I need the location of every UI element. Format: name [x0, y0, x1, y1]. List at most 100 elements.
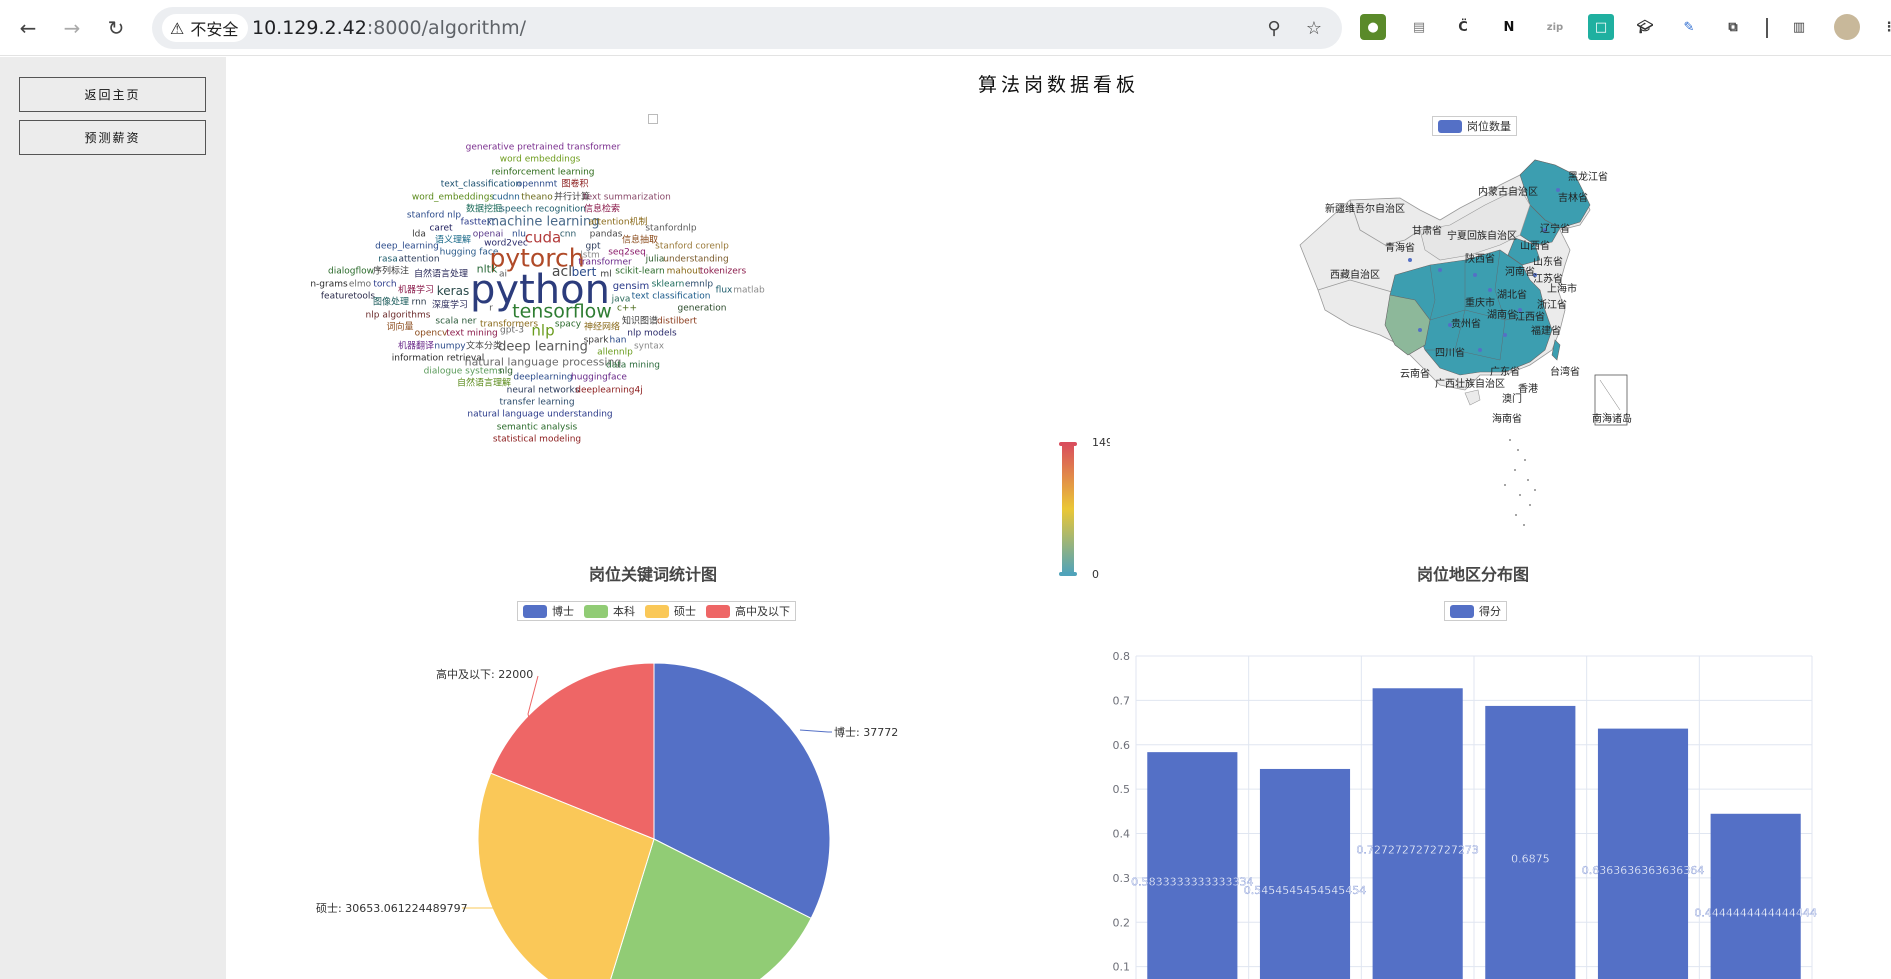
wordcloud-toolbox-icon[interactable]: [648, 114, 658, 124]
legend-label: 得分: [1479, 605, 1501, 618]
wordcloud-word: scikit-learn: [615, 266, 665, 277]
wordcloud-word: ai: [498, 269, 508, 280]
map-inner-mongolia[interactable]: [1419, 187, 1531, 261]
insecure-label: 不安全: [190, 20, 239, 39]
map-label: 江西省: [1515, 310, 1545, 323]
wordcloud-word: attention机制: [588, 217, 648, 228]
pie-slice-硕士[interactable]: [477, 772, 655, 979]
extension-plant-icon[interactable]: ●: [1360, 14, 1386, 40]
pie-label-master: 硕士: 30653.061224489797: [316, 902, 468, 915]
pie-label-phd: 博士: 37772: [834, 726, 898, 739]
wordcloud-word: seq2seq: [608, 247, 646, 258]
cx-extension-icon[interactable]: C̈: [1458, 19, 1468, 35]
china-map[interactable]: 黑龙江省 内蒙古自治区 吉林省 新疆维吾尔自治区 辽宁省 甘肃省 宁夏回族自治区…: [1290, 150, 1670, 550]
side-panel-icon[interactable]: ▥: [1792, 19, 1806, 35]
visualmap-max-label: 149: [1092, 436, 1110, 449]
map-taiwan[interactable]: [1551, 339, 1561, 361]
wordcloud-word: nltk: [476, 262, 498, 276]
home-button[interactable]: 返回主页: [19, 77, 206, 112]
wordcloud-word: spark: [583, 335, 609, 346]
bar-1[interactable]: [1259, 768, 1351, 979]
map-label: 海南省: [1492, 412, 1522, 425]
wordcloud-word: java: [611, 294, 631, 305]
document-icon[interactable]: ▤: [1412, 19, 1426, 35]
wordcloud-word: machine learning: [486, 214, 600, 230]
browser-toolbar: ← → ↻ ⚠ 不安全 10.129.2.42:8000/algorithm/ …: [0, 0, 1891, 56]
wordcloud-word: caret: [429, 223, 453, 234]
security-chip[interactable]: ⚠ 不安全: [162, 14, 249, 42]
wordcloud-word: text_classification: [440, 179, 522, 190]
sidebar: 返回主页 预测薪资: [0, 57, 226, 979]
bar-ytick-label: 0.5: [1113, 783, 1131, 796]
wordcloud-word: julia: [645, 254, 665, 265]
wordcloud-word: text mining: [446, 328, 498, 339]
pie-slice-本科[interactable]: [602, 838, 812, 979]
map-label: 广东省: [1490, 365, 1520, 378]
notion-icon[interactable]: N: [1503, 19, 1515, 35]
pie-legend[interactable]: 博士 本科 硕士 高中及以下: [517, 601, 796, 621]
pie-slice-高中及以下[interactable]: [490, 662, 655, 840]
map-liaoning[interactable]: [1507, 237, 1541, 266]
back-icon[interactable]: ←: [19, 16, 37, 40]
bar-2[interactable]: [1372, 688, 1463, 979]
wordcloud-word: ml: [600, 269, 612, 280]
wordcloud-word: 机器学习: [397, 285, 435, 296]
menu-icon[interactable]: ⋮: [1882, 19, 1891, 35]
wordcloud-word: lstm: [580, 250, 600, 261]
wordcloud-word: 知识图谱: [621, 316, 659, 327]
bar-0[interactable]: [1147, 752, 1238, 979]
bar-5[interactable]: [1710, 813, 1801, 979]
wordcloud-word: gpt: [585, 241, 601, 252]
wordcloud-word: lda: [412, 229, 426, 240]
wordcloud-word: opennmt: [516, 179, 558, 190]
wordcloud-word: 并行计算: [553, 192, 591, 203]
visualmap-bottom-handle[interactable]: [1059, 572, 1077, 576]
map-sichuan[interactable]: [1384, 294, 1431, 356]
address-bar[interactable]: ⚠ 不安全 10.129.2.42:8000/algorithm/ ⚲ ☆: [152, 7, 1342, 49]
zoom-icon[interactable]: ⚲: [1267, 17, 1281, 39]
puzzle-extensions-icon[interactable]: ⧉: [1728, 19, 1738, 35]
map-label: 香港: [1518, 383, 1538, 395]
map-label: 广西壮族自治区: [1435, 377, 1505, 390]
profile-avatar[interactable]: [1834, 14, 1860, 40]
legend-swatch: [1438, 119, 1462, 133]
wordcloud-word: gpt-3: [500, 325, 524, 336]
wordcloud-word: mahout: [666, 266, 702, 277]
pie-slice-博士[interactable]: [653, 662, 831, 920]
wordcloud-word: matlab: [733, 285, 765, 296]
visualmap-min-label: 0: [1092, 568, 1099, 581]
wordcloud-word: hugging face: [439, 247, 499, 258]
map-label: 上海市: [1547, 282, 1577, 295]
wordcloud-word: 机器翻译: [397, 341, 435, 352]
wordcloud-word: 神经网络: [583, 322, 621, 333]
page-title: 算法岗数据看板: [977, 74, 1139, 96]
teal-extension-icon[interactable]: □: [1588, 14, 1614, 40]
pie-chart[interactable]: 博士: 37772 硕士: 30653.061224489797 高中及以下: …: [300, 640, 920, 979]
map-hainan[interactable]: [1464, 389, 1481, 406]
bar-4[interactable]: [1597, 728, 1689, 979]
wordcloud-word: python: [470, 267, 610, 313]
url-text[interactable]: 10.129.2.42:8000/algorithm/: [252, 17, 527, 39]
gitzip-icon[interactable]: zip: [1546, 21, 1564, 33]
wordcloud-word: tensorflow: [512, 300, 612, 323]
predict-salary-button[interactable]: 预测薪资: [19, 120, 206, 155]
bookmark-star-icon[interactable]: ☆: [1305, 17, 1323, 39]
map-label: 台湾省: [1550, 365, 1580, 378]
map-legend[interactable]: 岗位数量: [1432, 116, 1517, 136]
bar-chart[interactable]: 0.1 0.2 0.3 0.4 0.5 0.6 0.7 0.8 0.5833333333333…: [1100, 640, 1820, 979]
bar-value-label: 0.6875: [1511, 852, 1550, 865]
forward-icon[interactable]: →: [63, 16, 81, 40]
bar-value-label: 0.4444444444444444: [1694, 906, 1816, 919]
map-label: 新疆维吾尔自治区: [1325, 202, 1405, 215]
map-label: 江苏省: [1533, 272, 1563, 285]
map-legend-label: 岗位数量: [1467, 120, 1511, 133]
wordcloud-word: nlp: [531, 321, 555, 340]
bar-value-label: 0.5454545454545454: [1244, 884, 1366, 897]
bar-legend[interactable]: 得分: [1444, 601, 1507, 621]
pen-icon[interactable]: ✎: [1683, 19, 1695, 35]
map-province-borders: [1425, 249, 1546, 361]
scholar-cap-icon[interactable]: 🎓︎: [1636, 19, 1654, 35]
bar-3[interactable]: [1485, 705, 1576, 979]
visualmap[interactable]: 149 0: [1050, 436, 1110, 582]
reload-icon[interactable]: ↻: [107, 16, 125, 40]
